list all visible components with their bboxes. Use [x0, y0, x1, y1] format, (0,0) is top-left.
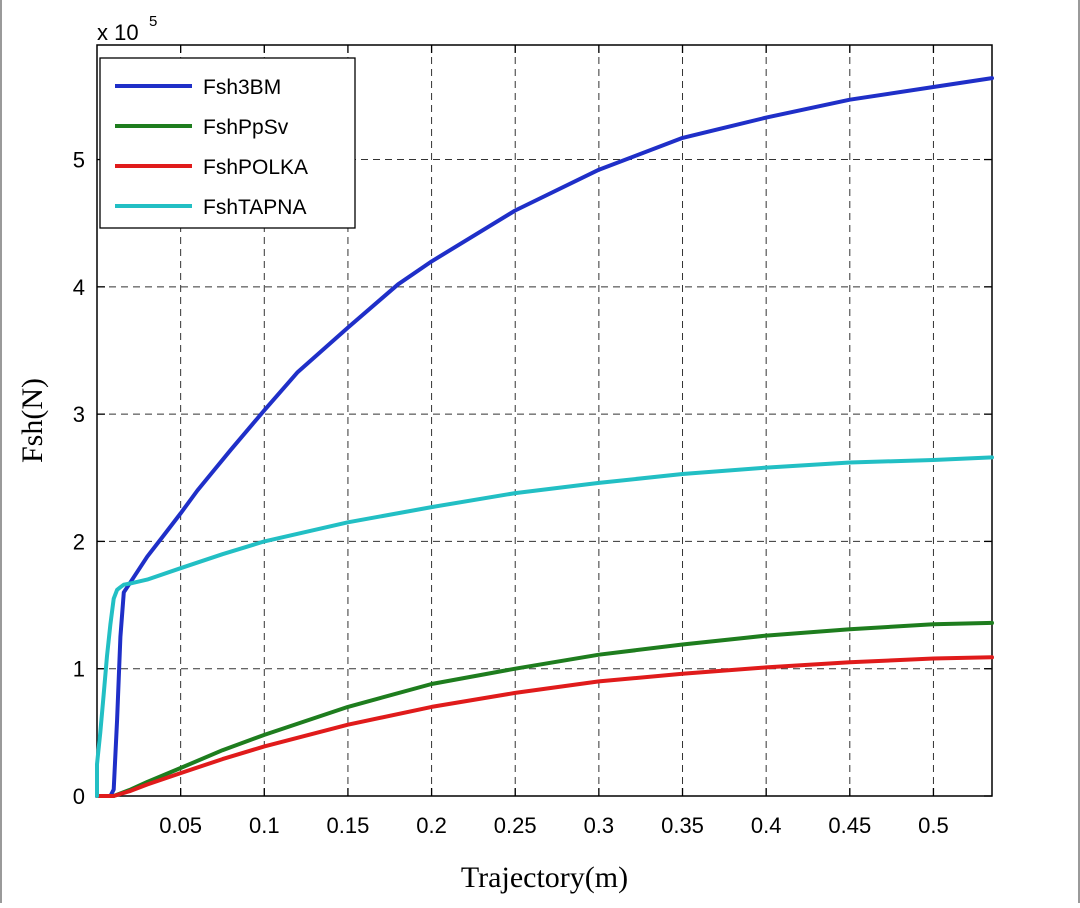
x-tick-label: 0.25: [494, 813, 537, 838]
x-axis-label: Trajectory(m): [461, 861, 628, 894]
y-tick-label: 0: [73, 784, 85, 809]
y-tick-label: 2: [73, 529, 85, 554]
axes-box: [96, 44, 993, 797]
legend-item-fshtapna: FshTAPNA: [115, 196, 306, 219]
y-tick-label: 4: [73, 275, 85, 300]
legend-item-fshpolka: FshPOLKA: [115, 156, 308, 179]
y-tick-label: 1: [73, 657, 85, 682]
legend-label: FshPpSv: [203, 116, 289, 139]
legend-label: FshPOLKA: [203, 156, 308, 179]
x-tick-label: 0.05: [159, 813, 202, 838]
legend: Fsh3BM FshPpSv FshPOLKA FshTAPNA: [99, 57, 356, 229]
x-tick-label: 0.45: [828, 813, 871, 838]
legend-item-fshppsv: FshPpSv: [115, 116, 289, 139]
y-tick-label: 5: [73, 148, 85, 173]
y-axis-ticks: 0 1 2 3 4 5: [73, 148, 992, 809]
series-line-fsh3bm: [95, 76, 994, 798]
x-tick-label: 0.2: [416, 813, 447, 838]
y-axis-label: Fsh(N): [16, 378, 49, 463]
series-line-fshppsv: [95, 620, 994, 798]
x-tick-label: 0.35: [661, 813, 704, 838]
x-axis-ticks: 0.05 0.1 0.15 0.2 0.25 0.3 0.35 0.4 0.45 0.5: [159, 45, 949, 838]
x-tick-label: 0.1: [249, 813, 280, 838]
series-lines: [95, 76, 994, 798]
y-multiplier-exponent: 5: [149, 13, 157, 30]
legend-item-fsh3bm: Fsh3BM: [115, 76, 281, 99]
legend-label: Fsh3BM: [203, 76, 281, 99]
series-line-fshpolka: [95, 655, 994, 798]
y-tick-label: 3: [73, 402, 85, 427]
series-line-fshtapna: [95, 455, 994, 798]
x-tick-label: 0.15: [327, 813, 370, 838]
y-multiplier-text: x 10: [97, 20, 139, 45]
legend-label: FshTAPNA: [203, 196, 306, 219]
y-multiplier: x 10 5: [97, 13, 157, 45]
x-tick-label: 0.4: [751, 813, 782, 838]
x-tick-label: 0.3: [584, 813, 615, 838]
x-tick-label: 0.5: [918, 813, 949, 838]
